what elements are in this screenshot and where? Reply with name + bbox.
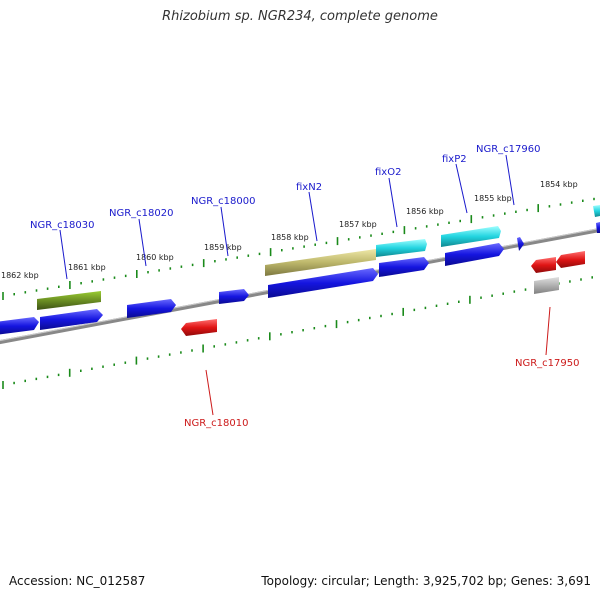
gene-blue[interactable]	[127, 299, 176, 318]
upper-tick-ruler	[2, 197, 595, 300]
forward-inner-track	[0, 222, 600, 335]
leader-line	[455, 163, 468, 214]
gene-blue[interactable]	[268, 268, 378, 298]
leader-line	[388, 177, 398, 228]
gene-labels: NGR_c18030 NGR_c18020 NGR_c18000 fixN2 f…	[30, 144, 580, 429]
genome-summary-text: Topology: circular; Length: 3,925,702 bp…	[261, 574, 591, 588]
gene-label[interactable]: NGR_c18000	[191, 196, 256, 207]
kbp-label: 1858 kbp	[271, 233, 309, 242]
gene-cyan-fixO2[interactable]	[376, 239, 427, 257]
gene-khaki-fixN2[interactable]	[265, 249, 376, 276]
kbp-label: 1859 kbp	[204, 243, 242, 252]
gene-blue[interactable]	[0, 317, 39, 335]
leader-line	[545, 306, 551, 356]
leader-line	[308, 191, 318, 242]
leader-line	[505, 154, 515, 206]
leader-lines	[59, 154, 551, 416]
gene-blue[interactable]	[40, 309, 103, 330]
gene-red[interactable]	[556, 251, 585, 268]
gene-label[interactable]: NGR_c18030	[30, 220, 95, 231]
gene-label[interactable]: NGR_c18020	[109, 208, 174, 219]
kbp-labels: 1862 kbp 1861 kbp 1860 kbp 1859 kbp 1858…	[1, 180, 578, 280]
gene-red[interactable]	[181, 319, 217, 336]
leader-line	[59, 229, 68, 280]
kbp-label: 1857 kbp	[339, 220, 377, 229]
gene-grey-pseudo[interactable]	[534, 277, 559, 294]
gene-label[interactable]: fixN2	[296, 182, 322, 193]
gene-cyan-fixP2[interactable]	[441, 226, 501, 247]
gene-label[interactable]: NGR_c17950	[515, 358, 580, 369]
gene-blue[interactable]	[219, 289, 249, 304]
kbp-label: 1862 kbp	[1, 271, 39, 280]
leader-line	[220, 206, 229, 257]
gene-blue-small[interactable]	[517, 237, 524, 251]
leader-line	[205, 369, 214, 416]
reverse-track	[181, 251, 585, 336]
gene-olive[interactable]	[37, 291, 101, 310]
map-title: Rhizobium sp. NGR234, complete genome	[162, 9, 438, 24]
kbp-label: 1860 kbp	[136, 253, 174, 262]
kbp-label: 1855 kbp	[474, 194, 512, 203]
gene-label[interactable]: fixO2	[375, 167, 401, 178]
gene-label[interactable]: fixP2	[442, 154, 467, 165]
lower-tick-ruler	[2, 276, 594, 389]
gene-label[interactable]: NGR_c18010	[184, 418, 249, 429]
gene-red[interactable]	[531, 257, 556, 273]
forward-outer-track	[37, 205, 600, 310]
accession-text: Accession: NC_012587	[9, 574, 146, 588]
gene-label[interactable]: NGR_c17960	[476, 144, 541, 155]
gene-blue-edge[interactable]	[596, 222, 600, 233]
kbp-label: 1854 kbp	[540, 180, 578, 189]
gene-blue[interactable]	[379, 257, 429, 277]
leader-line	[138, 218, 147, 267]
gene-blue[interactable]	[445, 243, 504, 266]
kbp-label: 1856 kbp	[406, 207, 444, 216]
kbp-label: 1861 kbp	[68, 263, 106, 272]
gene-cyan-edge[interactable]	[593, 205, 600, 217]
